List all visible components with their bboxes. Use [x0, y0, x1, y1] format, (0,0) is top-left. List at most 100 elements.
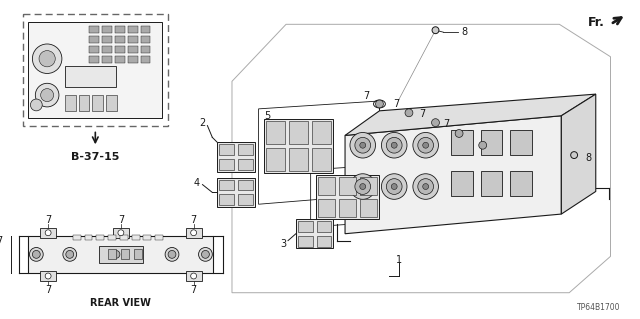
Bar [84, 235, 92, 240]
Bar [22, 14, 168, 126]
Bar [65, 95, 76, 111]
Bar [102, 56, 112, 63]
Bar [106, 95, 117, 111]
Circle shape [41, 89, 54, 101]
Bar [128, 56, 138, 63]
Bar [289, 121, 308, 144]
Text: Fr.: Fr. [588, 16, 605, 29]
Bar [238, 144, 253, 155]
Polygon shape [345, 116, 561, 234]
Bar [102, 36, 112, 43]
Circle shape [118, 230, 124, 236]
Circle shape [39, 51, 55, 67]
Bar [90, 26, 99, 33]
Bar [113, 228, 129, 238]
Bar [317, 199, 335, 217]
Bar [141, 36, 150, 43]
Circle shape [350, 174, 376, 199]
Text: 7: 7 [393, 99, 399, 109]
Text: 7: 7 [419, 109, 426, 119]
Bar [238, 194, 253, 205]
Text: 7: 7 [364, 91, 370, 101]
Bar [40, 228, 56, 238]
Bar [312, 148, 332, 171]
Bar [186, 271, 202, 281]
Bar [238, 159, 253, 170]
Bar [141, 56, 150, 63]
Bar [266, 148, 285, 171]
Bar [115, 26, 125, 33]
Circle shape [35, 83, 59, 107]
Text: 7: 7 [45, 215, 51, 225]
Bar [264, 119, 333, 173]
Bar [298, 221, 312, 232]
Bar [219, 180, 234, 190]
Bar [90, 56, 99, 63]
Text: 7: 7 [467, 130, 473, 140]
Text: 4: 4 [193, 178, 200, 188]
Circle shape [381, 132, 407, 158]
Bar [141, 46, 150, 53]
Bar [102, 26, 112, 33]
Circle shape [431, 119, 440, 127]
Circle shape [376, 100, 383, 108]
Text: 3: 3 [280, 239, 286, 249]
Text: TP64B1700: TP64B1700 [577, 303, 620, 312]
Bar [360, 177, 378, 195]
Circle shape [31, 99, 42, 111]
Bar [73, 235, 81, 240]
Circle shape [191, 230, 196, 236]
Polygon shape [345, 94, 596, 135]
Bar [451, 171, 473, 197]
Circle shape [422, 142, 429, 148]
Bar [481, 130, 502, 155]
Circle shape [202, 250, 209, 258]
Circle shape [109, 248, 123, 261]
Circle shape [165, 248, 179, 261]
Bar [134, 249, 141, 259]
Bar [219, 194, 234, 205]
Circle shape [33, 250, 40, 258]
Circle shape [112, 250, 120, 258]
Bar [132, 235, 140, 240]
Bar [120, 235, 128, 240]
Bar [266, 121, 285, 144]
Bar [40, 271, 56, 281]
Bar [121, 249, 129, 259]
Bar [99, 246, 143, 263]
Circle shape [413, 174, 438, 199]
Bar [115, 36, 125, 43]
Bar [128, 36, 138, 43]
Bar [217, 142, 255, 172]
Bar [238, 180, 253, 190]
Bar [219, 144, 234, 155]
Circle shape [191, 273, 196, 279]
Circle shape [360, 184, 365, 189]
Bar [510, 130, 532, 155]
Circle shape [405, 109, 413, 117]
Text: 8: 8 [585, 153, 591, 163]
Circle shape [413, 132, 438, 158]
Bar [92, 95, 103, 111]
Bar [339, 177, 356, 195]
Text: 7: 7 [0, 236, 2, 246]
Circle shape [63, 248, 77, 261]
Circle shape [168, 250, 176, 258]
Text: 7: 7 [118, 215, 124, 225]
Bar [451, 130, 473, 155]
Bar [219, 159, 234, 170]
Circle shape [391, 142, 397, 148]
Bar [128, 46, 138, 53]
Bar [141, 26, 150, 33]
Text: B-37-15: B-37-15 [71, 152, 120, 162]
Circle shape [350, 132, 376, 158]
Circle shape [571, 152, 577, 159]
Bar [360, 199, 378, 217]
Bar [298, 236, 312, 247]
Bar [108, 235, 116, 240]
Text: 6: 6 [387, 185, 392, 196]
Circle shape [418, 179, 433, 194]
Text: 8: 8 [461, 27, 467, 37]
Circle shape [45, 273, 51, 279]
Bar [316, 175, 380, 219]
